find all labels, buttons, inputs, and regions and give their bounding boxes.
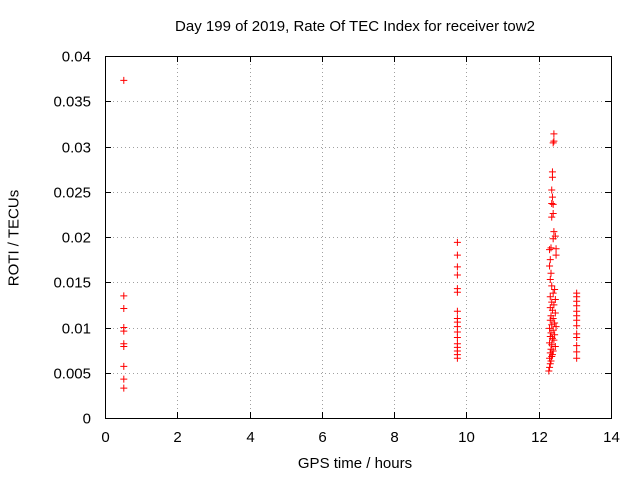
x-tick-label: 4 <box>246 429 254 446</box>
data-point <box>546 324 554 332</box>
data-point <box>548 200 556 208</box>
data-point <box>120 327 128 335</box>
data-point <box>552 323 560 331</box>
y-tick-label: 0.01 <box>62 321 91 338</box>
x-tick-label: 12 <box>531 429 548 446</box>
x-tick-label: 10 <box>458 429 475 446</box>
data-point <box>549 139 557 147</box>
x-tick-label: 6 <box>318 429 326 446</box>
data-point <box>120 362 128 370</box>
data-point <box>548 213 556 221</box>
y-axis-label: ROTI / TECUs <box>5 189 23 287</box>
data-point <box>550 137 558 145</box>
data-point <box>453 288 461 296</box>
data-point <box>546 262 554 270</box>
data-point <box>453 263 461 271</box>
data-point <box>573 354 581 362</box>
data-point <box>551 309 559 317</box>
data-point <box>453 354 461 362</box>
data-point <box>551 295 559 303</box>
data-point <box>546 316 554 324</box>
chart-title: Day 199 of 2019, Rate Of TEC Index for r… <box>175 18 535 35</box>
data-point <box>453 307 461 315</box>
data-point <box>548 282 556 290</box>
data-point <box>547 329 555 337</box>
data-point <box>548 173 556 181</box>
data-point <box>550 336 558 344</box>
data-point <box>549 314 557 322</box>
x-tick-label: 14 <box>603 429 620 446</box>
data-point <box>546 363 554 371</box>
y-tick-label: 0.02 <box>62 230 91 247</box>
data-point <box>551 319 559 327</box>
data-point <box>548 186 556 194</box>
data-point <box>120 76 128 84</box>
data-point <box>573 342 581 350</box>
data-point <box>453 238 461 246</box>
data-point <box>573 322 581 330</box>
y-tick-label: 0.005 <box>53 366 91 383</box>
data-point <box>546 293 554 301</box>
data-point <box>547 244 555 252</box>
data-point <box>550 228 558 236</box>
data-point <box>120 375 128 383</box>
data-point <box>548 351 556 359</box>
data-point <box>120 343 128 351</box>
data-point <box>550 130 558 138</box>
data-point <box>551 285 559 293</box>
y-tick-label: 0.04 <box>62 49 91 66</box>
data-point <box>549 347 557 355</box>
data-point <box>453 251 461 259</box>
data-point <box>548 341 556 349</box>
data-point <box>546 276 554 284</box>
data-point <box>546 256 554 264</box>
data-point <box>120 292 128 300</box>
data-point <box>546 246 554 254</box>
data-point <box>548 334 556 342</box>
data-point <box>551 343 559 351</box>
data-point <box>549 209 557 217</box>
data-point <box>549 289 557 297</box>
data-point <box>549 235 557 243</box>
data-point <box>545 367 553 375</box>
y-tick-label: 0 <box>83 411 91 428</box>
y-tick-label: 0.03 <box>62 140 91 157</box>
data-point <box>453 271 461 279</box>
data-point <box>547 269 555 277</box>
data-point <box>453 333 461 341</box>
x-tick-label: 2 <box>173 429 181 446</box>
data-point <box>120 304 128 312</box>
data-point <box>552 245 560 253</box>
data-point <box>549 200 557 208</box>
x-tick-label: 0 <box>101 429 109 446</box>
y-tick-label: 0.035 <box>53 94 91 111</box>
y-tick-label: 0.015 <box>53 275 91 292</box>
x-axis-label: GPS time / hours <box>297 455 413 472</box>
data-point <box>550 301 558 309</box>
data-point <box>573 348 581 356</box>
data-point <box>573 333 581 341</box>
y-tick-label: 0.025 <box>53 185 91 202</box>
data-point <box>546 360 554 368</box>
x-tick-label: 8 <box>390 429 398 446</box>
data-point <box>552 251 560 259</box>
data-point <box>548 193 556 201</box>
data-point <box>548 321 556 329</box>
data-point <box>120 384 128 392</box>
data-point <box>551 331 559 339</box>
